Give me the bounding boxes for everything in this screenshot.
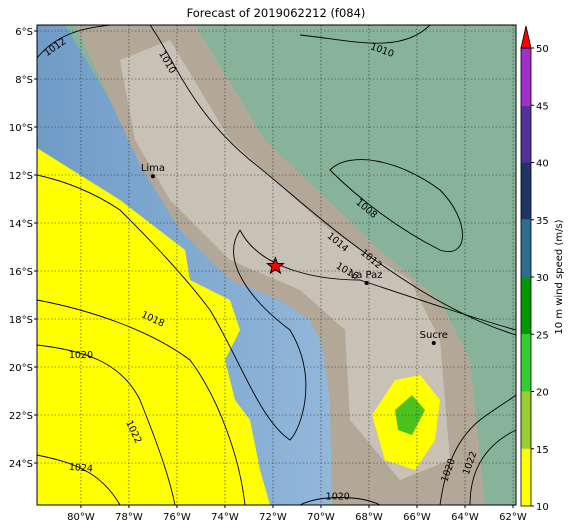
colorbar-label: 10 m wind speed (m/s) <box>554 219 565 334</box>
contour <box>439 394 516 505</box>
colorbar-segment <box>521 448 531 506</box>
y-tick-label: 6°S <box>15 27 33 38</box>
location-star <box>265 256 285 275</box>
grid <box>37 25 516 505</box>
colorbar-tick-label: 30 <box>536 273 549 284</box>
colorbar-segment <box>521 277 531 335</box>
contour-label: 1020 <box>326 492 350 503</box>
colorbar-segment <box>521 391 531 449</box>
y-tick-label: 8°S <box>15 75 33 86</box>
contour <box>37 344 176 505</box>
colorbar-tick-label: 15 <box>536 445 549 456</box>
y-tick-label: 22°S <box>9 411 33 422</box>
map-frame <box>36 24 517 506</box>
colorbar-segment <box>521 219 531 277</box>
contour <box>239 229 516 331</box>
city-label: La Paz <box>351 270 383 281</box>
contour <box>299 497 381 505</box>
city-dot <box>364 281 369 285</box>
y-tick-label: 18°S <box>9 315 33 326</box>
y-tick-label: 16°S <box>9 267 33 278</box>
x-tick-label: 76°W <box>163 512 191 523</box>
colorbar-tick-label: 35 <box>536 216 549 227</box>
x-tick-label: 70°W <box>307 512 335 523</box>
highlands <box>120 40 450 480</box>
contour <box>149 25 516 336</box>
colorbar: 10 15 20 25 30 35 40 45 50 10 m wind speed (m/s) <box>520 25 565 513</box>
contour <box>299 25 431 44</box>
x-tick-label: 80°W <box>67 512 95 523</box>
x-tick-label: 68°W <box>355 512 383 523</box>
contour <box>37 174 307 441</box>
colorbar-tick-label: 45 <box>536 101 549 112</box>
y-tick-label: 20°S <box>9 363 33 374</box>
city-label: Sucre <box>420 330 448 341</box>
contour <box>469 429 516 505</box>
colorbar-tick-label: 50 <box>536 44 549 55</box>
contour <box>329 159 463 252</box>
contour <box>37 454 121 505</box>
axes: 80°W 78°W 76°W 74°W 72°W 70°W 68°W 66°W 64°W 62°W… <box>9 27 527 523</box>
contour <box>37 299 246 505</box>
colorbar-tick-label: 25 <box>536 330 549 341</box>
colorbar-segment <box>521 334 531 392</box>
colorbar-tick-label: 10 <box>536 502 549 513</box>
colorbar-extend <box>520 25 532 49</box>
colorbar-segment <box>521 162 531 220</box>
colorbar-tick-label: 20 <box>536 388 549 399</box>
wind-shade <box>395 395 425 435</box>
x-tick-label: 62°W <box>499 512 527 523</box>
y-tick-label: 12°S <box>9 171 33 182</box>
colorbar-tick-label: 40 <box>536 159 549 170</box>
colorbar-segment <box>521 105 531 163</box>
city-label: Lima <box>141 163 165 174</box>
colorbar-segment <box>521 48 531 106</box>
x-tick-label: 72°W <box>259 512 287 523</box>
x-tick-label: 74°W <box>211 512 239 523</box>
city-dot <box>431 341 436 345</box>
y-tick-label: 24°S <box>9 459 33 470</box>
y-tick-label: 14°S <box>9 219 33 230</box>
x-tick-label: 66°W <box>403 512 431 523</box>
contour <box>37 25 111 59</box>
city-dot <box>150 174 155 179</box>
wind-shade <box>37 148 270 505</box>
map-title: Forecast of 2019062212 (f084) <box>187 6 366 20</box>
contour-label: 1024 <box>68 462 93 475</box>
y-tick-label: 10°S <box>9 123 33 134</box>
x-tick-label: 64°W <box>451 512 479 523</box>
x-tick-label: 78°W <box>115 512 143 523</box>
contour-label: 1020 <box>69 350 93 361</box>
